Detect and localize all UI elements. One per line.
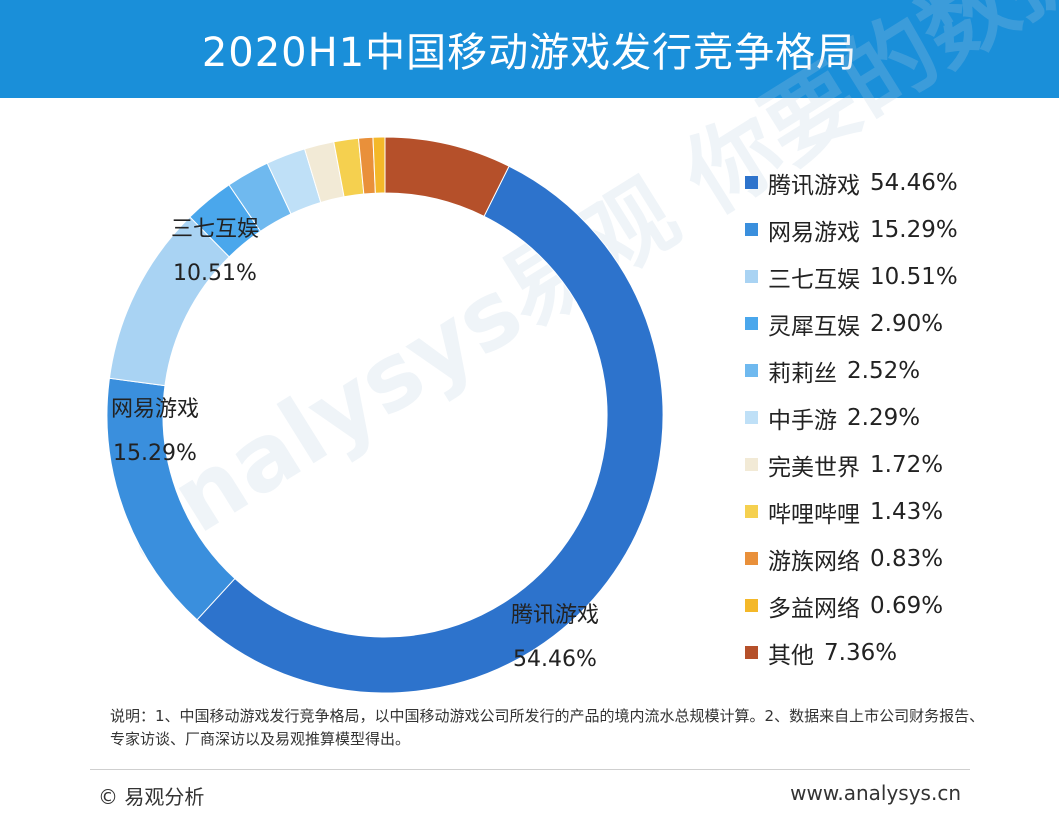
legend-swatch: [745, 411, 758, 424]
legend-value: 54.46%: [870, 169, 958, 196]
segment-label-sanqi: 三七互娱 10.51%: [150, 208, 280, 296]
legend-name: 三七互娱: [768, 266, 860, 293]
donut-slice-10: [384, 136, 510, 217]
legend-item: 三七互娱 10.51%: [745, 253, 958, 300]
header-banner: 2020H1中国移动游戏发行竞争格局: [0, 0, 1059, 98]
legend-item: 莉莉丝 2.52%: [745, 347, 958, 394]
legend-item: 游族网络 0.83%: [745, 535, 958, 582]
segment-label-netease: 网易游戏 15.29%: [85, 388, 225, 476]
legend-item: 其他 7.36%: [745, 629, 958, 676]
chart-legend: 腾讯游戏 54.46% 网易游戏 15.29% 三七互娱 10.51% 灵犀互娱 2.90% 莉…: [745, 159, 958, 676]
segment-label-tencent: 腾讯游戏 54.46%: [490, 594, 620, 682]
copyright-text: © 易观分析: [98, 785, 205, 809]
legend-swatch: [745, 223, 758, 236]
legend-name: 多益网络: [768, 595, 860, 622]
legend-value: 0.83%: [870, 545, 944, 572]
footnote: 说明：1、中国移动游戏发行竞争格局，以中国移动游戏公司所发行的产品的境内流水总规…: [110, 707, 985, 748]
legend-name: 灵犀互娱: [768, 313, 860, 340]
donut-chart: [106, 136, 664, 694]
legend-swatch: [745, 176, 758, 189]
legend-item: 中手游 2.29%: [745, 394, 958, 441]
legend-item: 腾讯游戏 54.46%: [745, 159, 958, 206]
legend-name: 中手游: [768, 407, 837, 434]
legend-name: 完美世界: [768, 454, 860, 481]
legend-name: 其他: [768, 642, 814, 669]
legend-item: 灵犀互娱 2.90%: [745, 300, 958, 347]
donut-slice-9: [372, 136, 386, 194]
legend-name: 莉莉丝: [768, 360, 837, 387]
legend-item: 哔哩哔哩 1.43%: [745, 488, 958, 535]
legend-name: 网易游戏: [768, 219, 860, 246]
legend-value: 15.29%: [870, 216, 958, 243]
legend-value: 2.90%: [870, 310, 944, 337]
legend-swatch: [745, 458, 758, 471]
legend-value: 2.52%: [847, 357, 921, 384]
segment-label-sanqi-value: 10.51%: [173, 261, 257, 286]
segment-label-netease-name: 网易游戏: [110, 397, 199, 422]
legend-swatch: [745, 505, 758, 518]
chart-title: 2020H1中国移动游戏发行竞争格局: [201, 30, 858, 76]
legend-item: 网易游戏 15.29%: [745, 206, 958, 253]
legend-name: 腾讯游戏: [768, 172, 860, 199]
footer-divider: [90, 769, 970, 770]
legend-value: 7.36%: [824, 639, 898, 666]
legend-swatch: [745, 599, 758, 612]
legend-value: 1.72%: [870, 451, 944, 478]
segment-label-tencent-name: 腾讯游戏: [510, 603, 599, 628]
legend-swatch: [745, 270, 758, 283]
legend-value: 2.29%: [847, 404, 921, 431]
segment-label-netease-value: 15.29%: [113, 441, 197, 466]
legend-swatch: [745, 317, 758, 330]
segment-label-tencent-value: 54.46%: [513, 647, 597, 672]
legend-value: 0.69%: [870, 592, 944, 619]
legend-item: 多益网络 0.69%: [745, 582, 958, 629]
legend-value: 1.43%: [870, 498, 944, 525]
legend-name: 哔哩哔哩: [768, 501, 860, 528]
chart-area: analysys易观 你要的数据分析 三七互娱 10.51% 网易游戏 15.2…: [0, 0, 1059, 698]
segment-label-sanqi-name: 三七互娱: [170, 217, 259, 242]
website-link[interactable]: www.analysys.cn: [790, 781, 961, 805]
legend-name: 游族网络: [768, 548, 860, 575]
legend-swatch: [745, 646, 758, 659]
legend-swatch: [745, 364, 758, 377]
donut-slice-0: [196, 165, 664, 694]
legend-swatch: [745, 552, 758, 565]
legend-value: 10.51%: [870, 263, 958, 290]
legend-item: 完美世界 1.72%: [745, 441, 958, 488]
